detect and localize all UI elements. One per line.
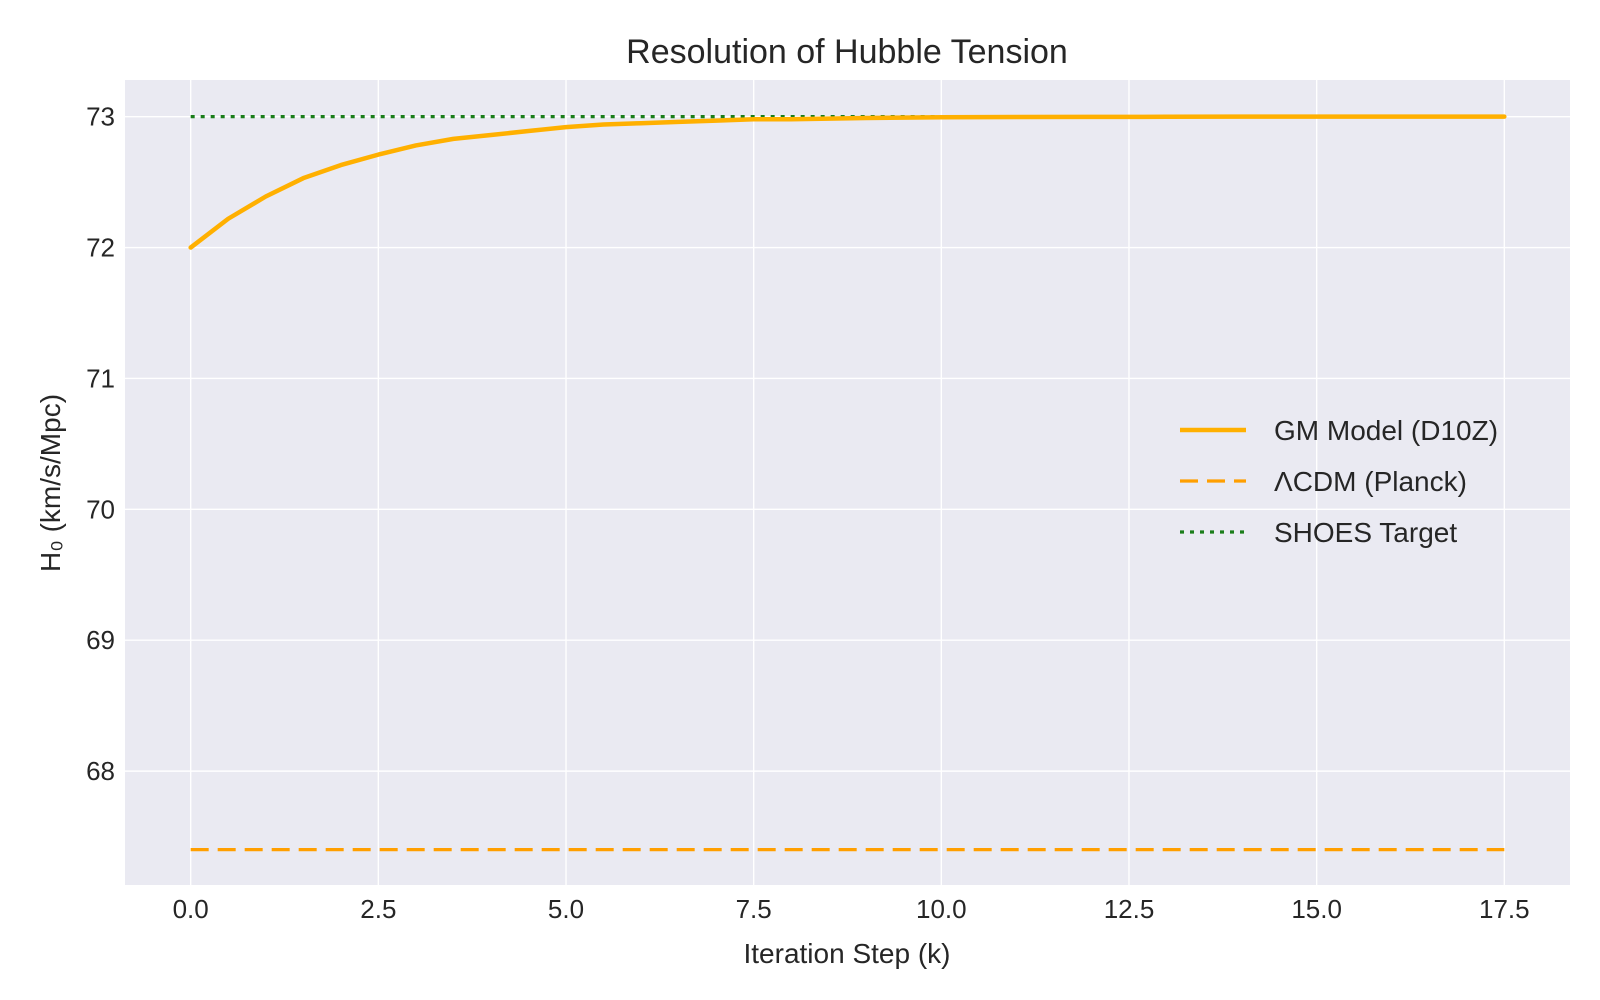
y-tick-label: 71 bbox=[86, 363, 115, 393]
x-tick-label: 12.5 bbox=[1104, 894, 1155, 924]
y-tick-label: 70 bbox=[86, 494, 115, 524]
y-tick-label: 72 bbox=[86, 233, 115, 263]
y-tick-label: 68 bbox=[86, 756, 115, 786]
x-tick-label: 5.0 bbox=[548, 894, 584, 924]
x-tick-label: 2.5 bbox=[360, 894, 396, 924]
x-axis-label: Iteration Step (k) bbox=[744, 938, 951, 969]
plot-area bbox=[125, 80, 1570, 885]
x-tick-label: 17.5 bbox=[1479, 894, 1530, 924]
y-tick-label: 69 bbox=[86, 625, 115, 655]
y-tick-label: 73 bbox=[86, 102, 115, 132]
x-tick-label: 0.0 bbox=[173, 894, 209, 924]
legend-label: SHOES Target bbox=[1274, 517, 1457, 548]
x-tick-label: 10.0 bbox=[916, 894, 967, 924]
x-tick-label: 15.0 bbox=[1291, 894, 1342, 924]
y-axis-label: H₀ (km/s/Mpc) bbox=[35, 394, 66, 572]
legend-label: GM Model (D10Z) bbox=[1274, 415, 1498, 446]
x-axis: 0.0 2.5 5.0 7.5 10.0 12.5 15.0 17.5 bbox=[173, 894, 1530, 924]
chart-title: Resolution of Hubble Tension bbox=[626, 33, 1068, 71]
legend: GM Model (D10Z) ΛCDM (Planck) SHOES Target bbox=[1180, 415, 1498, 548]
x-tick-label: 7.5 bbox=[736, 894, 772, 924]
series-layer bbox=[188, 114, 1507, 852]
legend-label: ΛCDM (Planck) bbox=[1274, 466, 1467, 497]
series-line-0 bbox=[188, 114, 1507, 250]
y-axis: 68 69 70 71 72 73 bbox=[86, 102, 115, 786]
